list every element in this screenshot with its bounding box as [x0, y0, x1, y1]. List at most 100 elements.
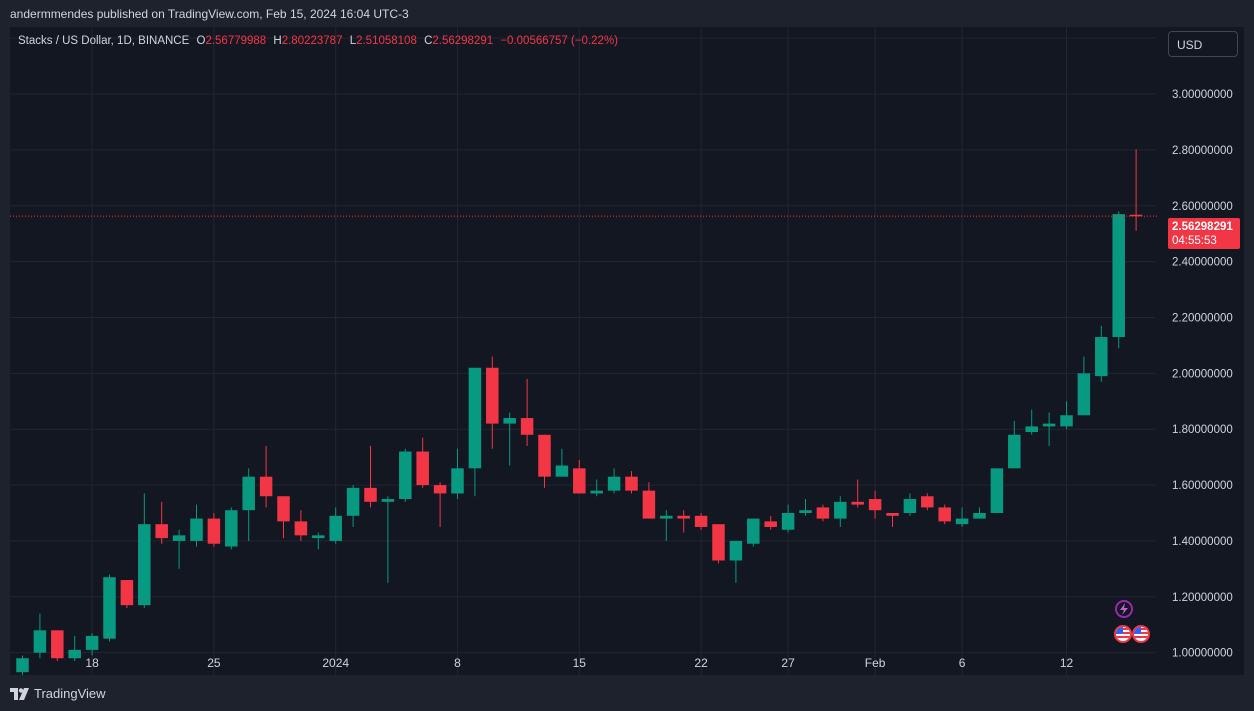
candle-down	[642, 490, 656, 519]
y-tick-label: 1.20000000	[1172, 592, 1233, 604]
y-tick-label: 2.00000000	[1172, 368, 1233, 380]
candle-up	[468, 367, 482, 469]
candle-up	[834, 501, 847, 519]
candle-down	[120, 580, 134, 606]
candle-down	[486, 367, 499, 424]
candle-down	[868, 499, 882, 511]
candle-up	[138, 524, 151, 606]
y-tick-label: 2.20000000	[1172, 312, 1233, 324]
candle-up	[555, 465, 569, 477]
candle-down	[677, 515, 690, 519]
candle-up	[225, 510, 238, 547]
candle-up	[312, 535, 325, 539]
candle-up	[33, 630, 47, 653]
candle-up	[190, 518, 203, 541]
legend-low-label: L	[349, 35, 357, 47]
candle-up	[16, 658, 29, 673]
legend-close-label: C	[424, 35, 433, 47]
candle-up	[1077, 373, 1091, 416]
candle-up	[799, 510, 812, 513]
candle-up	[660, 515, 673, 519]
tradingview-brand: TradingView	[34, 686, 106, 701]
legend-high-value: 2.80223787	[281, 35, 343, 47]
candle-down	[625, 476, 638, 491]
last-price-tag: 2.56298291 04:55:53	[1168, 218, 1240, 249]
candle-down	[886, 513, 899, 516]
candle-up	[85, 635, 99, 650]
candle-up	[103, 577, 116, 639]
candle-down	[712, 524, 725, 561]
candle-up	[1008, 434, 1021, 469]
chart-panel[interactable]: 1.00000000 1.20000000 1.40000000 1.60000000…	[10, 27, 1244, 675]
us-flag-icon[interactable]	[1114, 625, 1132, 643]
y-tick-label: 1.60000000	[1172, 480, 1233, 492]
candle-up	[172, 535, 186, 541]
legend-low-value: 2.51058108	[356, 35, 417, 47]
candle-up	[1060, 415, 1073, 427]
top-bar: andermmendes published on TradingView.co…	[0, 0, 1254, 27]
currency-button[interactable]: USD	[1168, 31, 1238, 57]
candle-up	[399, 451, 412, 500]
x-tick-label: 12	[1060, 656, 1074, 670]
x-tick-label: 18	[85, 656, 99, 670]
x-tick-label: 22	[694, 656, 708, 670]
bottom-bar: TradingView	[0, 675, 1254, 711]
candle-down	[1129, 214, 1143, 217]
x-tick-label: 6	[959, 656, 966, 670]
bar-countdown: 04:55:53	[1172, 235, 1217, 247]
candle-down	[364, 487, 377, 502]
candle-up	[607, 476, 621, 491]
us-flag-icon[interactable]	[1132, 625, 1150, 643]
candle-up	[990, 468, 1004, 513]
x-tick-label: 15	[573, 656, 587, 670]
legend-change: −0.00566757 (−0.22%)	[500, 35, 618, 47]
legend-title: Stacks / US Dollar, 1D, BINANCE	[18, 35, 190, 47]
x-tick-label: 25	[207, 656, 221, 670]
y-tick-label: 2.40000000	[1172, 257, 1233, 269]
tradingview-logo[interactable]: TradingView	[10, 686, 106, 701]
candle-down	[51, 630, 64, 659]
candle-down	[416, 451, 429, 486]
candlestick-chart[interactable]: 1.00000000 1.20000000 1.40000000 1.60000000…	[10, 27, 1244, 675]
legend-open-label: O	[196, 35, 206, 47]
candle-up	[1042, 423, 1056, 427]
candle-down	[155, 524, 168, 539]
candle-down	[938, 507, 951, 522]
candle-up	[747, 518, 760, 544]
candle-up	[955, 518, 969, 525]
candle-up	[1095, 337, 1108, 377]
tradingview-logo-icon	[10, 687, 29, 700]
candle-down	[294, 521, 308, 536]
x-tick-label: 2024	[322, 656, 349, 670]
candle-up	[451, 468, 464, 494]
candle-down	[694, 515, 708, 527]
y-tick-label: 1.00000000	[1172, 648, 1233, 660]
candle-down	[816, 507, 830, 519]
candle-up	[973, 513, 986, 519]
legend-close-value: 2.56298291	[432, 35, 494, 47]
candle-down	[520, 418, 534, 435]
candle-down	[207, 518, 221, 544]
x-tick-label: Feb	[865, 656, 886, 670]
y-tick-label: 3.00000000	[1172, 89, 1233, 101]
last-price-value: 2.56298291	[1172, 221, 1233, 233]
y-tick-label: 2.80000000	[1172, 145, 1233, 157]
candle-up	[781, 513, 795, 530]
legend-high-label: H	[273, 35, 282, 47]
chart-legend: Stacks / US Dollar, 1D, BINANCE O2.56779…	[18, 35, 618, 47]
candle-up	[242, 476, 255, 511]
candle-down	[764, 521, 777, 527]
x-tick-label: 27	[781, 656, 795, 670]
candle-up	[381, 499, 395, 502]
candle-up	[1112, 214, 1125, 338]
x-tick-label: 8	[454, 656, 461, 670]
candle-up	[68, 649, 81, 659]
candle-up	[590, 490, 603, 494]
candle-up	[729, 540, 743, 561]
y-tick-label: 1.80000000	[1172, 424, 1233, 436]
lightning-icon[interactable]	[1115, 600, 1133, 618]
candle-up	[503, 418, 516, 424]
candle-down	[851, 501, 864, 505]
candle-up	[329, 515, 342, 541]
candle-up	[1025, 426, 1038, 432]
